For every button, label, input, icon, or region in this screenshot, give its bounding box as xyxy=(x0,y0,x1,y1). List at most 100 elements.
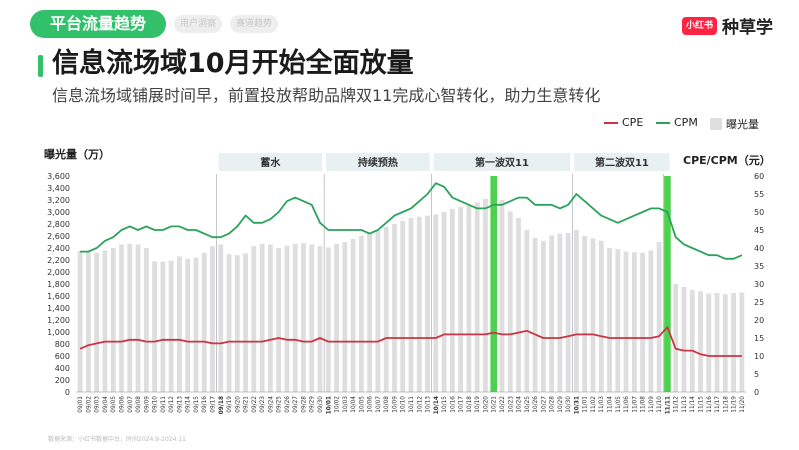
y-tick-label: 2,400 xyxy=(47,244,70,253)
exposure-bar xyxy=(86,252,91,392)
exposure-bar xyxy=(607,248,612,392)
x-tick-label: 11/17 xyxy=(715,396,721,413)
x-tick-label: 10/10 xyxy=(401,396,407,413)
x-tick-label: 11/05 xyxy=(616,396,622,413)
y-tick-label: 400 xyxy=(55,364,70,373)
exposure-bar xyxy=(483,198,488,392)
exposure-bar xyxy=(193,257,199,392)
x-tick-label: 09/28 xyxy=(301,396,307,413)
exposure-bar xyxy=(110,248,116,392)
cpm-line xyxy=(80,182,743,260)
top-tabs: 平台流量趋势 用户洞察 赛道趋势 xyxy=(30,10,279,38)
exposure-bar xyxy=(127,243,133,392)
x-tick-label: 10/16 xyxy=(450,396,456,413)
exposure-bar xyxy=(259,243,265,392)
exposure-bar xyxy=(143,248,149,392)
exposure-bar xyxy=(325,247,331,392)
y2-tick-label: 25 xyxy=(754,298,764,307)
y-tick-label: 2,200 xyxy=(47,256,70,265)
exposure-bar xyxy=(739,292,745,392)
y-tick-label: 0 xyxy=(65,388,70,397)
x-tick-label: 11/14 xyxy=(690,396,696,413)
tab-track-trend[interactable]: 赛道趋势 xyxy=(230,15,279,33)
y-tick-label: 200 xyxy=(55,376,70,385)
x-tick-label: 10/20 xyxy=(483,396,489,413)
phase-label-3: 第二波双11 xyxy=(595,156,649,169)
y-tick-label: 3,000 xyxy=(47,208,70,217)
x-tick-label: 09/16 xyxy=(202,396,208,413)
legend-exposure-swatch xyxy=(710,118,722,130)
exposure-bar xyxy=(94,252,100,392)
x-tick-label: 11/08 xyxy=(641,396,647,413)
x-tick-label: 09/14 xyxy=(186,396,192,413)
y-tick-label: 1,000 xyxy=(47,328,70,337)
exposure-bar xyxy=(557,233,563,392)
x-tick-label: 09/18 xyxy=(219,396,225,414)
y-tick-label: 1,200 xyxy=(47,316,70,325)
x-tick-label: 11/07 xyxy=(632,396,638,413)
y2-tick-label: 35 xyxy=(754,262,764,271)
exposure-bar xyxy=(334,243,339,392)
exposure-bar xyxy=(408,218,414,392)
tab-user-insight[interactable]: 用户洞察 xyxy=(174,15,223,33)
x-tick-label: 09/11 xyxy=(161,396,167,413)
y2-tick-label: 20 xyxy=(754,316,764,325)
x-tick-label: 09/26 xyxy=(285,396,291,413)
exposure-bar xyxy=(706,293,712,392)
exposure-bar xyxy=(598,240,604,392)
x-tick-label: 09/13 xyxy=(177,396,183,413)
x-tick-label: 09/27 xyxy=(293,396,299,413)
y-tick-label: 3,600 xyxy=(47,172,70,181)
exposure-bar xyxy=(176,256,182,392)
legend-exposure: 曝光量 xyxy=(710,116,759,132)
x-tick-label: 09/21 xyxy=(244,396,250,413)
exposure-bar xyxy=(731,293,736,392)
cpe-line xyxy=(79,326,742,357)
y2-axis-title: CPE/CPM（元） xyxy=(683,154,771,167)
exposure-bar xyxy=(292,243,298,392)
legend-cpe-swatch xyxy=(604,121,618,124)
exposure-bar xyxy=(549,235,555,392)
x-tick-label: 11/13 xyxy=(682,396,688,413)
exposure-bar xyxy=(392,224,397,392)
x-tick-label: 10/13 xyxy=(426,396,432,413)
exposure-bar xyxy=(135,244,141,392)
x-tick-label: 09/25 xyxy=(277,396,283,413)
x-tick-label: 09/20 xyxy=(235,396,241,413)
legend-cpm: CPM xyxy=(656,116,698,129)
x-tick-label: 10/01 xyxy=(326,396,332,414)
exposure-bar xyxy=(342,242,348,392)
x-tick-label: 10/26 xyxy=(533,396,539,413)
exposure-bar xyxy=(226,254,232,392)
exposure-bar xyxy=(367,233,373,392)
exposure-bar xyxy=(267,244,273,392)
y2-tick-label: 50 xyxy=(754,208,764,217)
x-tick-label: 09/08 xyxy=(136,396,142,413)
x-tick-label: 11/03 xyxy=(599,396,605,413)
tab-platform-traffic[interactable]: 平台流量趋势 xyxy=(30,10,167,38)
y2-tick-label: 40 xyxy=(754,244,764,253)
legend-cpe-label: CPE xyxy=(622,116,644,129)
x-tick-label: 11/12 xyxy=(674,396,680,413)
y-tick-label: 2,800 xyxy=(47,220,70,229)
x-tick-label: 10/25 xyxy=(525,396,531,413)
exposure-bar xyxy=(160,261,166,392)
brand-logo: 小红书 种草学 xyxy=(681,13,773,38)
x-tick-label: 11/06 xyxy=(624,396,630,413)
exposure-bar xyxy=(317,246,323,392)
exposure-bar xyxy=(251,246,257,392)
phase-label-1: 持续预热 xyxy=(358,156,398,169)
x-tick-label: 10/18 xyxy=(467,396,473,413)
exposure-bar xyxy=(425,215,430,392)
exposure-bar xyxy=(532,237,538,392)
x-tick-label: 11/01 xyxy=(583,396,589,413)
phase-label-2: 第一波双11 xyxy=(475,156,529,169)
exposure-bar xyxy=(656,242,662,392)
x-tick-label: 11/02 xyxy=(591,396,597,413)
exposure-bar xyxy=(350,239,356,392)
exposure-bar xyxy=(698,291,703,392)
y2-tick-label: 0 xyxy=(754,388,759,397)
y-tick-label: 2,600 xyxy=(47,232,70,241)
x-tick-label: 11/04 xyxy=(608,396,614,413)
x-tick-label: 10/14 xyxy=(434,396,440,414)
